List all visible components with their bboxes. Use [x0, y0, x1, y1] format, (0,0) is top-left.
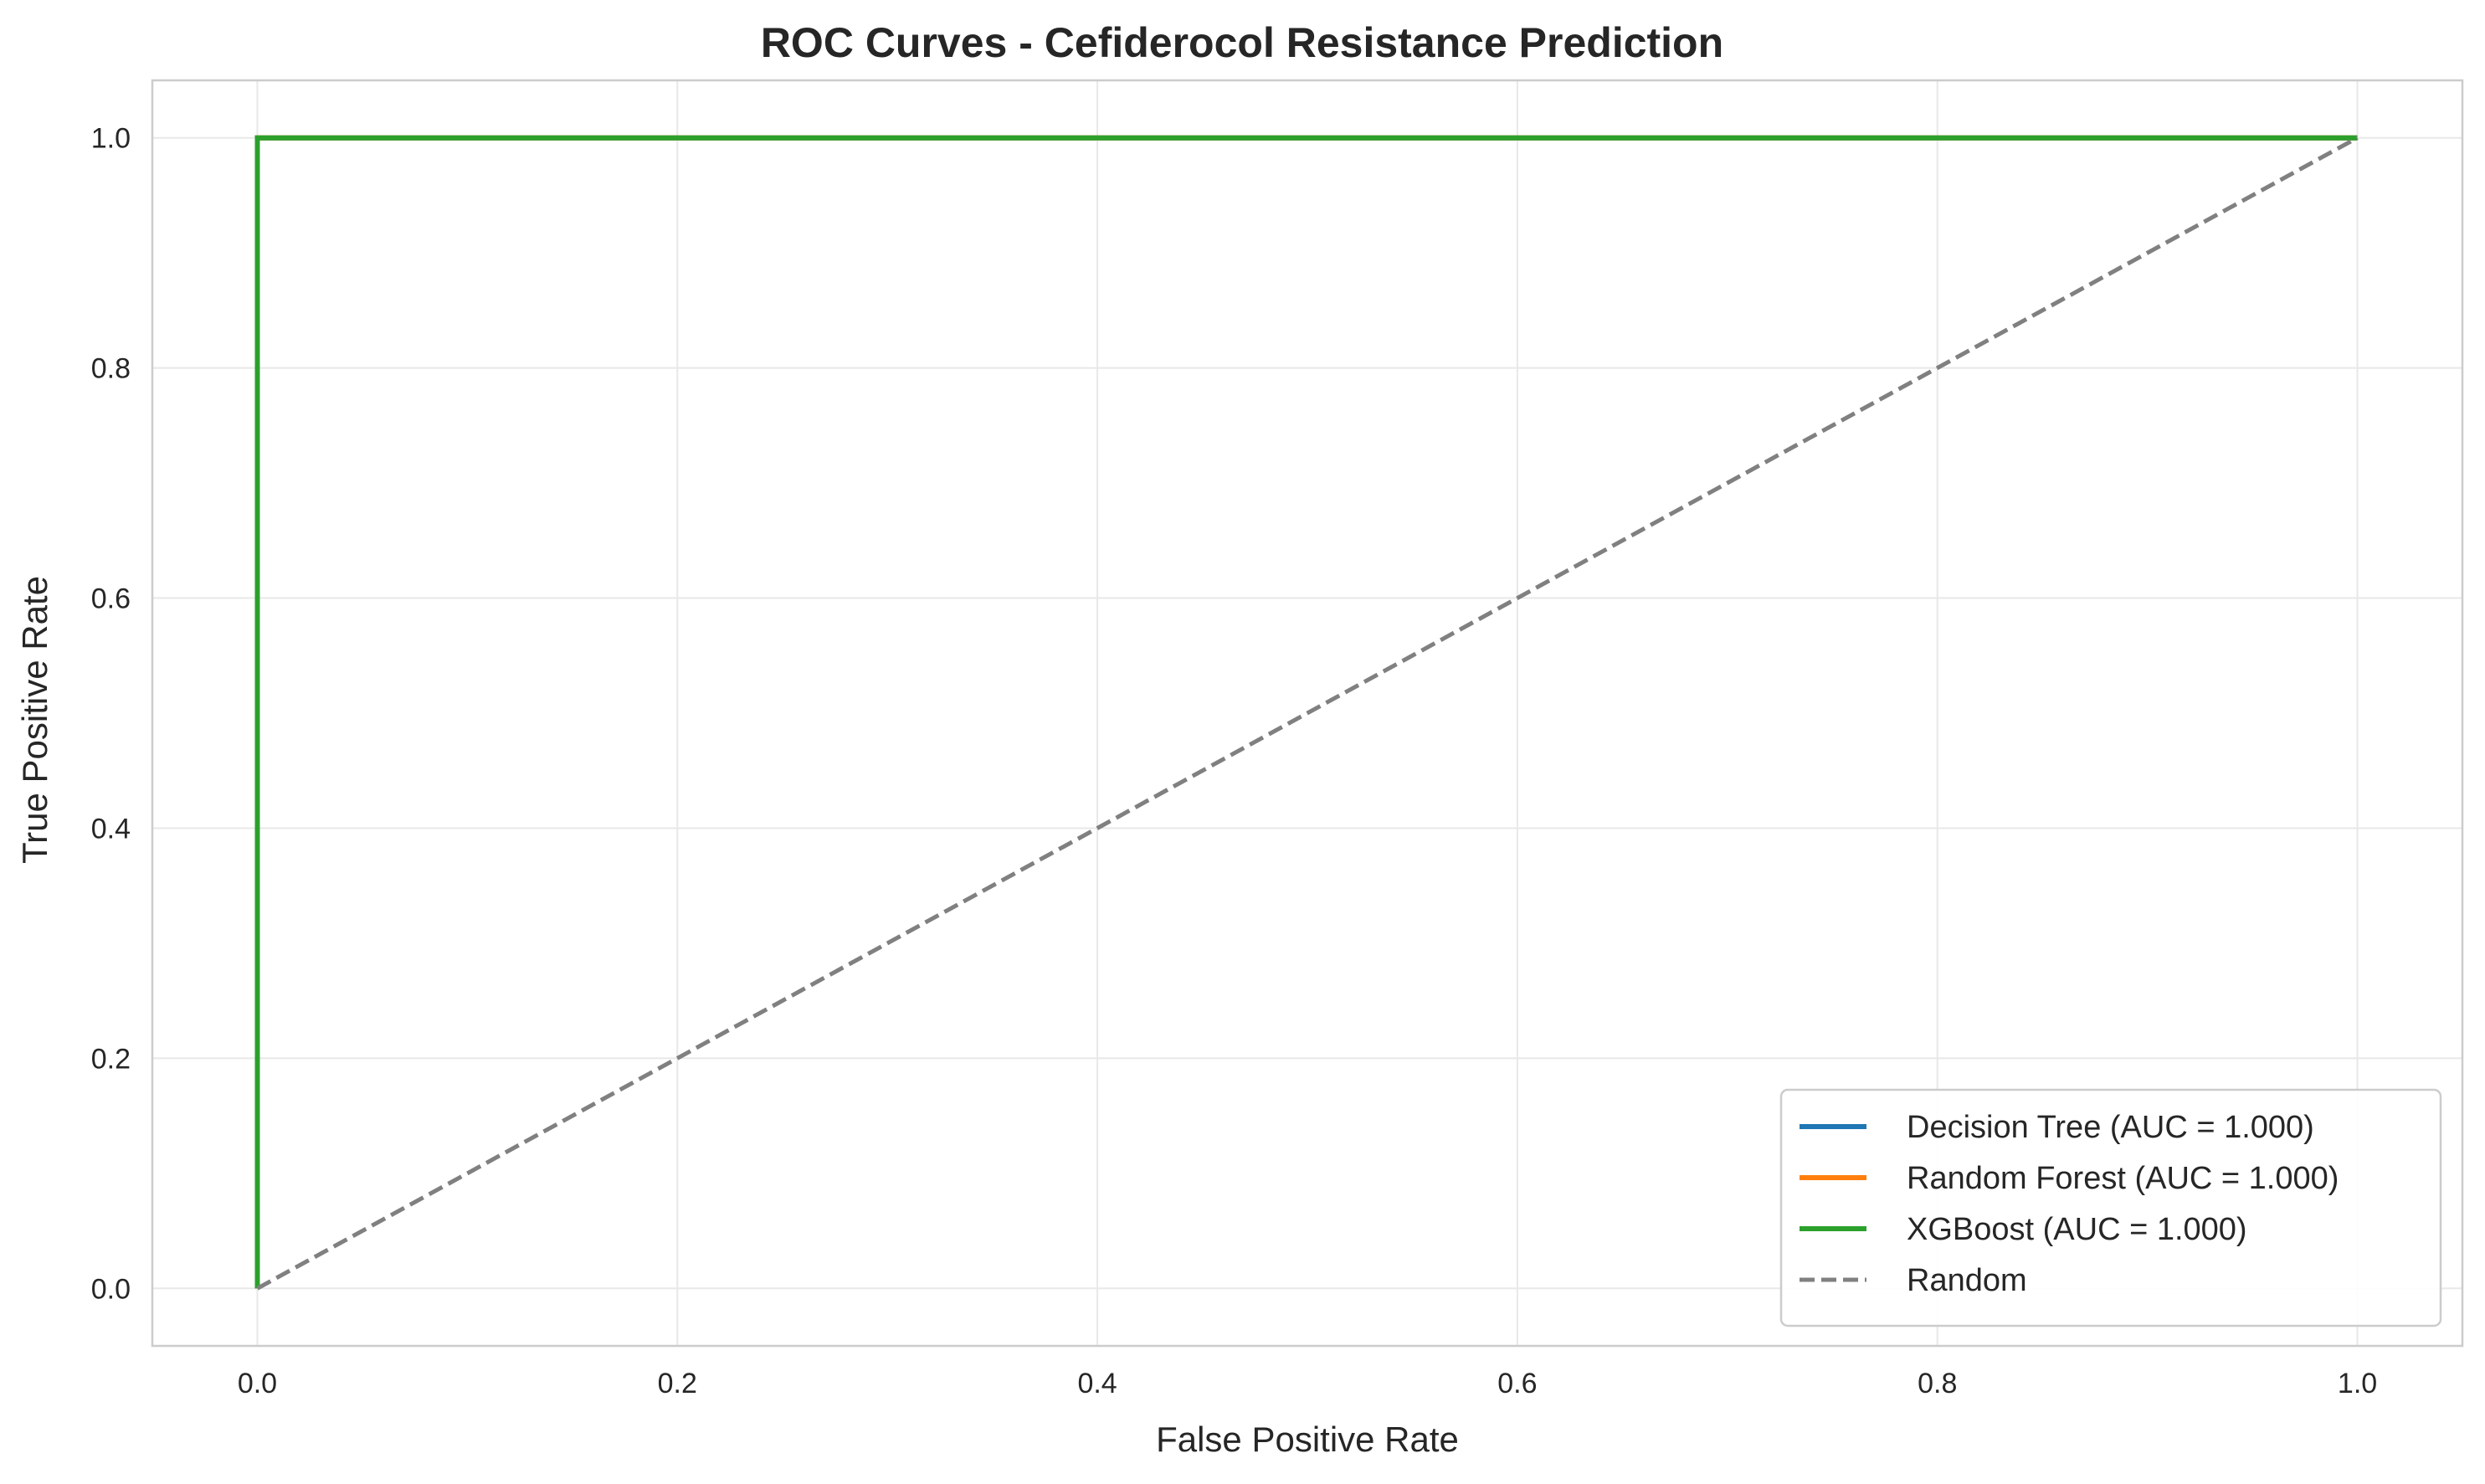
- legend-box: [1779, 1088, 2442, 1327]
- x-tick-label: 0.0: [238, 1368, 277, 1399]
- y-tick-label: 0.0: [91, 1273, 131, 1305]
- x-axis-title: False Positive Rate: [1156, 1420, 1459, 1459]
- legend: Decision Tree (AUC = 1.000) Random Forest…: [1779, 1088, 2442, 1327]
- plot-frame: [151, 79, 2464, 1348]
- x-tick-label: 0.8: [1918, 1368, 1957, 1399]
- y-tick-label: 0.4: [91, 813, 131, 845]
- y-axis-title: True Positive Rate: [15, 576, 54, 864]
- series-line-3: [256, 136, 2359, 1291]
- legend-label: Random Forest (AUC = 1.000): [1907, 1161, 2339, 1196]
- x-tick-label: 0.6: [1497, 1368, 1537, 1399]
- y-tick-label: 1.0: [91, 123, 131, 155]
- legend-label: XGBoost (AUC = 1.000): [1907, 1212, 2247, 1247]
- series-lines: [254, 135, 2359, 1291]
- legend-label: Random: [1907, 1263, 2027, 1298]
- y-tick-label: 0.6: [91, 583, 131, 615]
- x-tick-label: 1.0: [2338, 1368, 2377, 1399]
- legend-label: Decision Tree (AUC = 1.000): [1907, 1110, 2314, 1145]
- series-line-2: [254, 135, 2358, 1289]
- tick-labels: 0.0 0.2 0.4 0.6 0.8 1.0 0.0 0.2 0.4 0.6 0.8 1.0: [91, 123, 2377, 1399]
- y-tick-label: 0.2: [91, 1043, 131, 1075]
- y-tick-label: 0.8: [91, 353, 131, 385]
- chart-title: ROC Curves - Cefiderocol Resistance Pred…: [761, 19, 1723, 66]
- x-tick-label: 0.2: [658, 1368, 697, 1399]
- x-tick-label: 0.4: [1077, 1368, 1117, 1399]
